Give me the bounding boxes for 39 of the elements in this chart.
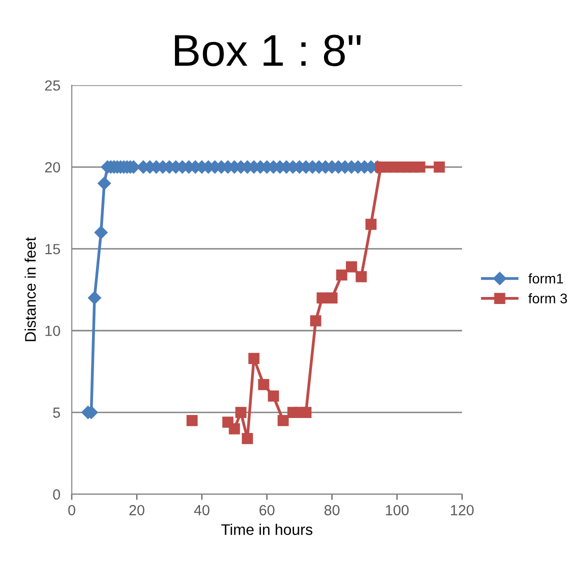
y-tick-label: 0	[53, 489, 60, 500]
x-tick-label: 100	[386, 505, 409, 516]
x-tick-label: 120	[451, 505, 474, 516]
point	[346, 261, 358, 272]
x-tick-label: 0	[68, 505, 76, 516]
y-axis-title: Distance in feet	[24, 237, 36, 342]
chart-title: Box 1 : 8"	[174, 34, 361, 66]
legend-label: form1	[528, 273, 564, 284]
point	[248, 352, 260, 364]
y-tick-label: 25	[45, 80, 60, 91]
point	[268, 390, 279, 402]
x-tick-label: 80	[324, 505, 340, 516]
point	[242, 433, 253, 444]
point	[235, 406, 246, 418]
point	[88, 291, 102, 304]
point	[310, 315, 322, 326]
point	[365, 218, 377, 230]
point	[278, 415, 289, 426]
point	[228, 423, 240, 434]
x-tick-label: 20	[129, 505, 144, 516]
point	[186, 415, 198, 426]
point	[316, 292, 328, 304]
point	[300, 406, 312, 418]
point	[94, 226, 108, 240]
point	[434, 161, 445, 173]
x-tick-label: 40	[194, 505, 210, 516]
y-tick-label: 20	[45, 162, 60, 172]
y-tick-label: 10	[46, 326, 60, 336]
point	[258, 379, 270, 390]
y-tick-label: 5	[53, 408, 60, 418]
point	[326, 292, 338, 304]
point	[356, 271, 367, 282]
x-axis-title: Time in hours	[221, 524, 312, 535]
point	[336, 269, 348, 281]
y-tick-label: 15	[46, 244, 60, 254]
x-tick-label: 60	[260, 505, 274, 516]
point	[414, 161, 426, 173]
legend-label: form 3	[528, 293, 567, 304]
point	[98, 176, 111, 190]
